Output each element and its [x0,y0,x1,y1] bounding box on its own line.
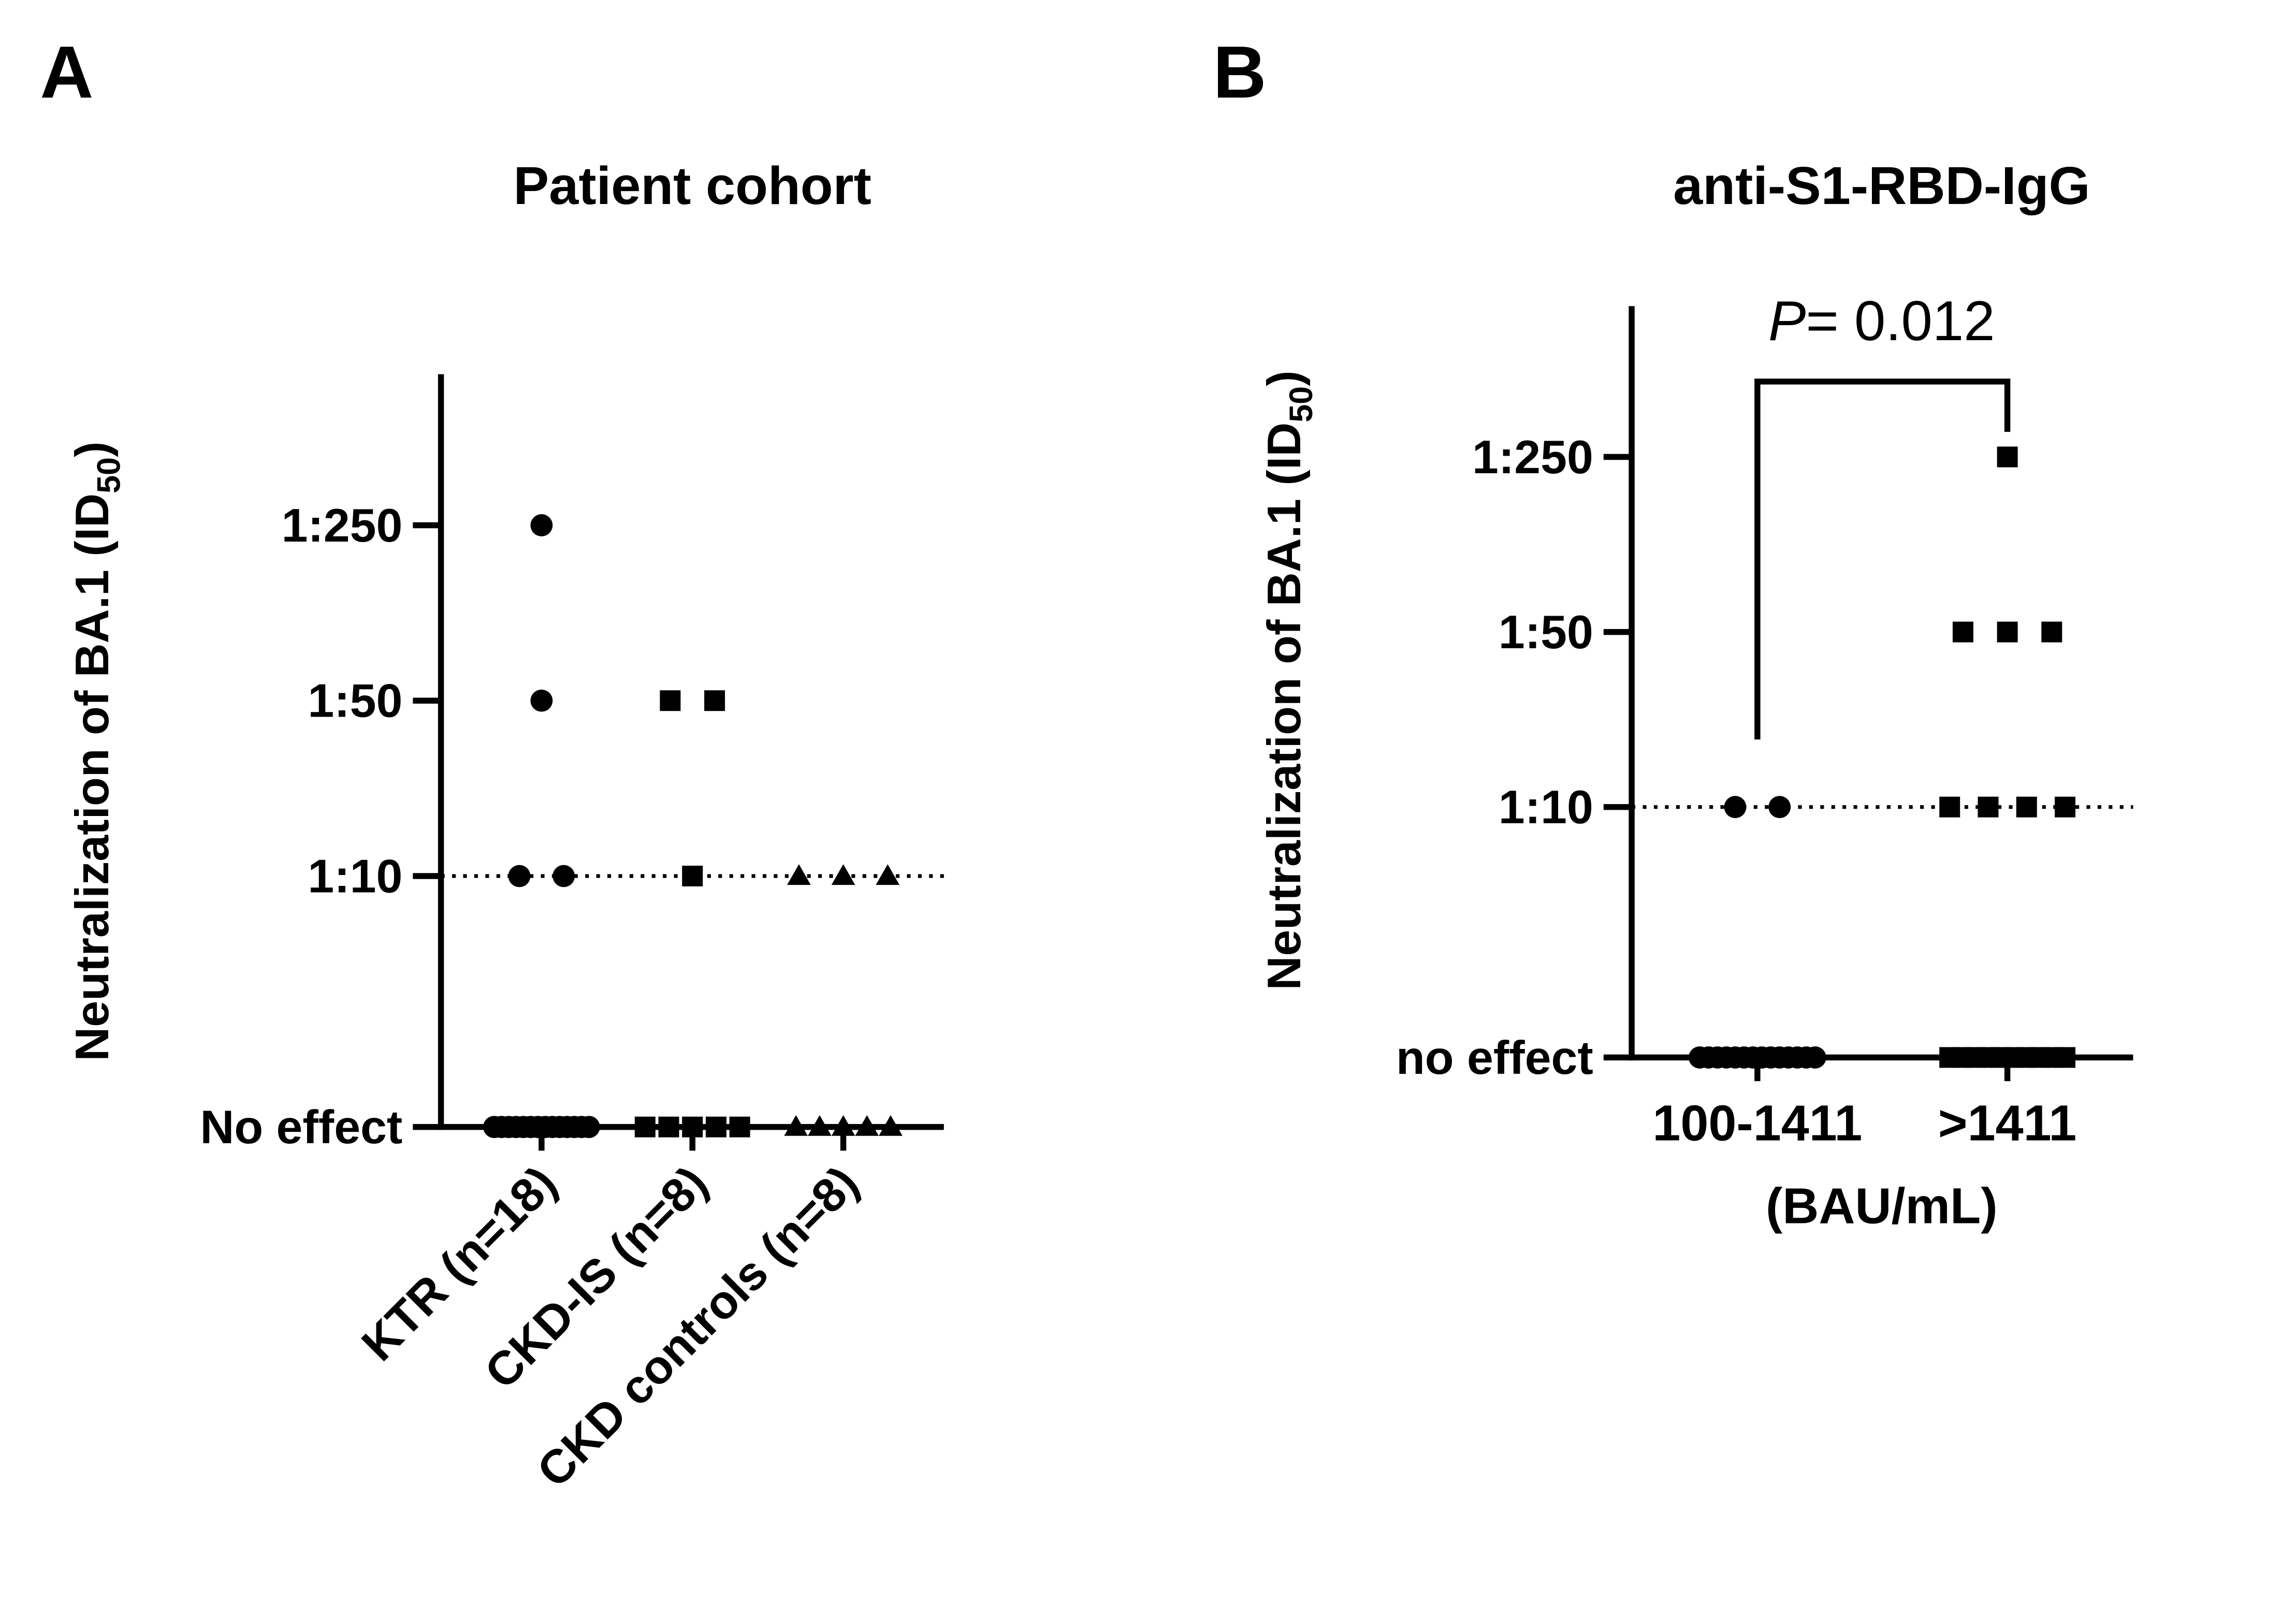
data-point [704,690,725,711]
y-axis-label-end: ) [66,442,119,457]
significance-bracket [1754,378,2011,740]
data-point [530,514,553,536]
data-point [2041,621,2062,643]
y-tick-label: 1:250 [1472,431,1593,484]
y-tick-label: 1:250 [282,499,403,552]
data-point [634,1116,656,1138]
data-point [660,690,681,711]
data-point [1804,1046,1826,1069]
y-axis-label-text: Neutralization of BA.1 (ID [66,493,119,1061]
y-axis-label: Neutralization of BA.1 (ID50) [1258,370,1319,990]
data-point [553,865,575,887]
y-tick-label: No effect [200,1101,402,1154]
p-value-symbol: P [1768,290,1806,353]
data-point [784,1115,808,1136]
p-value: P= 0.012 [1768,290,1995,353]
data-point [1978,796,1999,818]
y-axis-label: Neutralization of BA.1 (ID50) [66,442,127,1061]
y-tick-label: no effect [1396,1031,1593,1084]
data-point [658,1116,679,1138]
data-point [2055,796,2076,818]
data-point [682,865,703,886]
chart-title: Patient cohort [514,156,871,215]
data-point [808,1115,832,1136]
data-point [1952,621,1973,643]
data-point [879,1115,903,1136]
data-point [682,1116,703,1138]
data-point [1997,621,2018,643]
data-point [1997,446,2018,468]
data-point [705,1116,726,1138]
x-tick-label: 100-1411 [1652,1095,1862,1151]
y-tick-label: 1:50 [1499,606,1593,659]
p-value-number: = 0.012 [1806,290,1995,353]
data-point [787,864,811,885]
y-axis-label-subscript: 50 [1283,386,1319,422]
data-point [1724,796,1747,819]
y-axis-label-end: ) [1258,370,1311,386]
data-point [1939,796,1960,818]
data-point [530,689,553,712]
panel-label: A [40,32,93,114]
y-tick-label: 1:50 [308,675,402,727]
data-point [2016,796,2037,818]
panel-label: B [1213,32,1267,114]
data-point [831,1115,855,1136]
data-point [577,1116,600,1139]
x-tick-label: >1411 [1938,1095,2076,1151]
data-point [508,865,531,887]
data-point [1768,796,1791,819]
data-point [876,864,900,885]
data-point [855,1115,879,1136]
y-axis-label-subscript: 50 [91,457,127,493]
data-point [2055,1047,2076,1068]
data-point [729,1116,750,1138]
y-tick-label: 1:10 [308,850,402,902]
data-point [831,864,855,885]
chart-title: anti-S1-RBD-IgG [1673,156,2090,215]
x-axis-label: (BAU/mL) [1766,1177,1998,1234]
y-axis-label-text: Neutralization of BA.1 (ID [1258,422,1311,990]
y-tick-label: 1:10 [1499,781,1593,834]
